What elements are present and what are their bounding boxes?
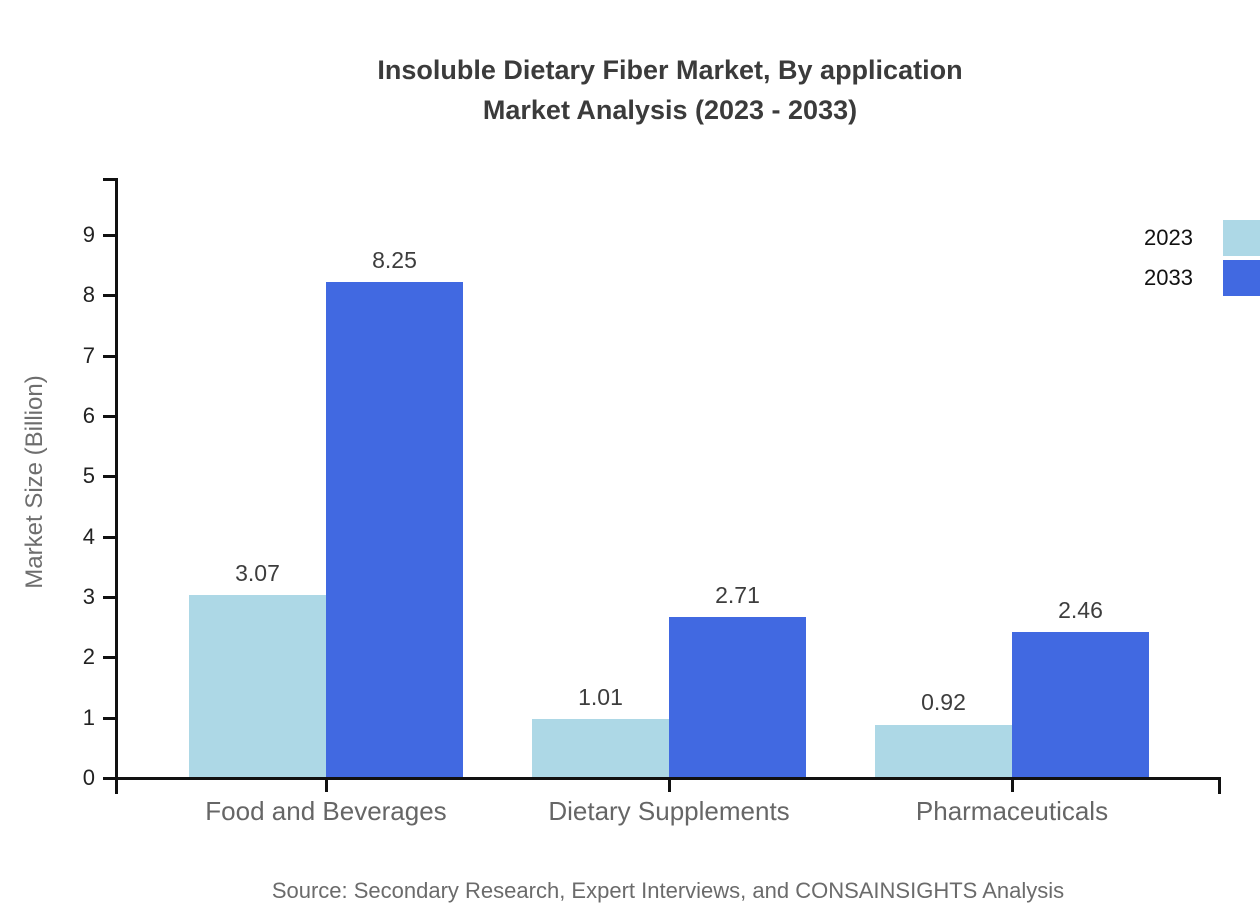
y-tick-label: 2 xyxy=(82,644,95,670)
bar-value-label: 0.92 xyxy=(921,689,966,716)
y-tick xyxy=(103,234,115,238)
legend-swatch xyxy=(1223,260,1260,296)
bar-2023-0 xyxy=(189,594,326,780)
y-tick xyxy=(103,777,115,780)
y-tick xyxy=(103,415,115,419)
x-tick xyxy=(667,780,671,792)
legend-swatch xyxy=(1223,220,1260,256)
y-tick xyxy=(103,475,115,479)
bar-2033-1 xyxy=(669,616,806,780)
bar-value-label: 2.46 xyxy=(1058,596,1103,623)
bar-value-label: 8.25 xyxy=(372,247,417,274)
chart-title: Insoluble Dietary Fiber Market, By appli… xyxy=(80,50,1260,130)
y-tick xyxy=(103,535,115,539)
y-tick-label: 3 xyxy=(82,584,95,609)
source-attribution: Source: Secondary Research, Expert Inter… xyxy=(271,878,1065,903)
y-tick-label: 7 xyxy=(82,342,95,368)
legend: 2023 2033 xyxy=(1144,220,1260,296)
y-tick-label: 1 xyxy=(82,704,95,730)
legend-item-2023: 2023 xyxy=(1144,220,1260,256)
x-tick xyxy=(1010,780,1014,792)
category-label: Pharmaceuticals xyxy=(915,796,1109,826)
bar-2033-0 xyxy=(326,282,463,780)
legend-item-2033: 2033 xyxy=(1144,260,1260,296)
legend-label: 2033 xyxy=(1144,265,1193,290)
plot-area: 3.07 1.01 0.92 8.25 2.71 2.46 0 1 2 3 4 5 6 7 8 9 Food a… xyxy=(83,178,1221,826)
bar-2033-2 xyxy=(1012,631,1149,780)
y-tick xyxy=(103,596,115,599)
x-axis-line xyxy=(115,777,1221,780)
bar-value-label: 3.07 xyxy=(235,559,280,586)
bar-2023-1 xyxy=(532,719,669,780)
bar-2023-2 xyxy=(875,724,1012,780)
y-tick-label: 5 xyxy=(82,463,95,489)
category-label: Food and Beverages xyxy=(205,796,447,826)
x-tick xyxy=(324,780,328,792)
y-tick xyxy=(103,294,115,298)
y-axis-end-tick xyxy=(103,178,115,181)
y-tick xyxy=(103,716,115,720)
y-tick-label: 9 xyxy=(82,222,95,248)
y-tick-label: 6 xyxy=(82,403,95,429)
y-axis-line xyxy=(115,178,118,780)
y-tick-label: 0 xyxy=(82,765,95,790)
bar-value-label: 1.01 xyxy=(578,684,623,711)
y-tick-label: 4 xyxy=(82,523,95,549)
y-tick-label: 8 xyxy=(82,282,95,308)
bar-value-label: 2.71 xyxy=(715,581,760,608)
legend-label: 2023 xyxy=(1144,225,1193,250)
chart-title-line1: Insoluble Dietary Fiber Market, By appli… xyxy=(377,55,963,85)
chart-title-line2: Market Analysis (2023 - 2033) xyxy=(482,95,858,125)
x-axis-left-end-tick xyxy=(115,780,118,794)
y-tick xyxy=(103,354,115,358)
y-tick xyxy=(103,656,115,660)
x-axis-right-end-tick xyxy=(1218,780,1221,794)
category-label: Dietary Supplements xyxy=(548,796,790,826)
